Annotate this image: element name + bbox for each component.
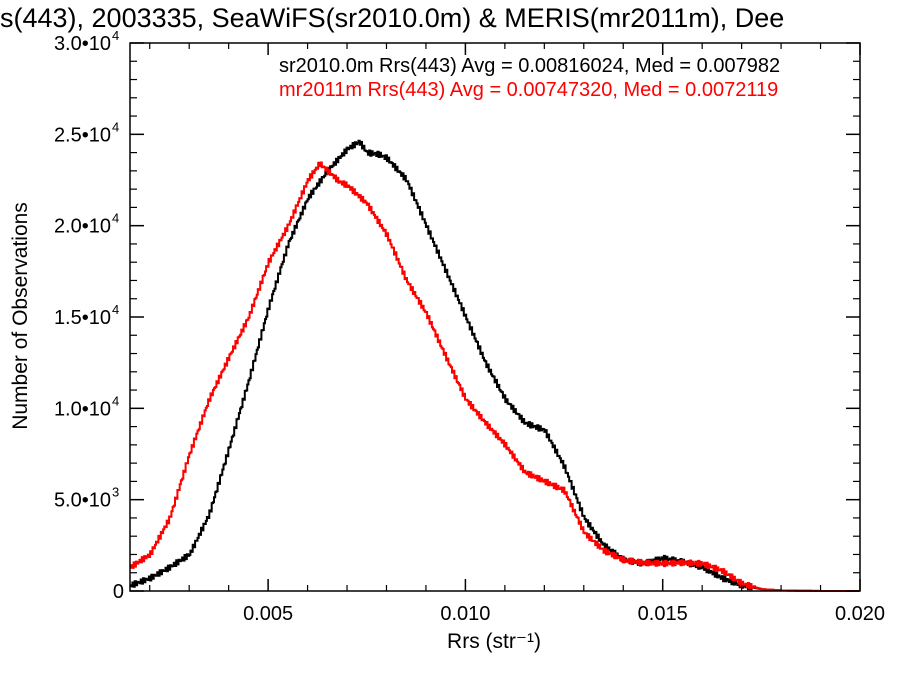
y-tick-exponent: 4	[112, 119, 119, 134]
y-tick-exponent: 4	[112, 393, 119, 408]
chart-title: s(443), 2003335, SeaWiFS(sr2010.0m) & ME…	[0, 3, 784, 33]
legend-entry-series-1: sr2010.0m Rrs(443) Avg = 0.00816024, Med…	[279, 55, 780, 77]
x-tick-label: 0.010	[440, 603, 490, 625]
y-axis-label: Number of Observations	[9, 202, 32, 430]
y-axis-ticks: 05.0•10 31.0•10 41.5•10 42.0•10 42.5•10 43.0•…	[54, 28, 860, 603]
y-tick-label: 3.0•10	[54, 33, 111, 55]
y-tick-mantissa: 0	[113, 581, 124, 603]
y-tick-label: 1.0•10	[54, 398, 111, 420]
plot-frame	[129, 42, 861, 592]
y-tick-label: 2.0•10	[54, 216, 111, 238]
y-tick-label: 5.0•10	[54, 490, 111, 512]
y-tick-mantissa: 5.0•10	[54, 490, 111, 512]
x-tick-label: 0.020	[835, 603, 885, 625]
y-tick-mantissa: 2.0•10	[54, 216, 111, 238]
y-tick-exponent: 4	[112, 28, 119, 43]
series-lines	[130, 139, 860, 592]
x-axis-ticks: 0.005 0.010 0.015 0.020	[149, 43, 885, 625]
y-tick-mantissa: 1.5•10	[54, 307, 111, 329]
y-tick-exponent: 4	[112, 302, 119, 317]
x-axis-label: Rrs (str⁻¹)	[447, 630, 541, 653]
y-tick-label: 1.5•10	[54, 307, 111, 329]
y-tick-exponent: 4	[112, 211, 119, 226]
y-tick-mantissa: 2.5•10	[54, 124, 111, 146]
series-line-2	[130, 161, 860, 592]
y-tick-mantissa: 3.0•10	[54, 33, 111, 55]
x-tick-label: 0.015	[638, 603, 688, 625]
series-line-1	[130, 139, 860, 592]
legend-entry-series-2: mr2011m Rrs(443) Avg = 0.00747320, Med =…	[279, 79, 778, 101]
y-tick-exponent: 3	[112, 485, 119, 500]
y-tick-mantissa: 1.0•10	[54, 398, 111, 420]
y-tick-label: 0	[113, 581, 124, 603]
y-tick-label: 2.5•10	[54, 124, 111, 146]
x-tick-label: 0.005	[243, 603, 293, 625]
